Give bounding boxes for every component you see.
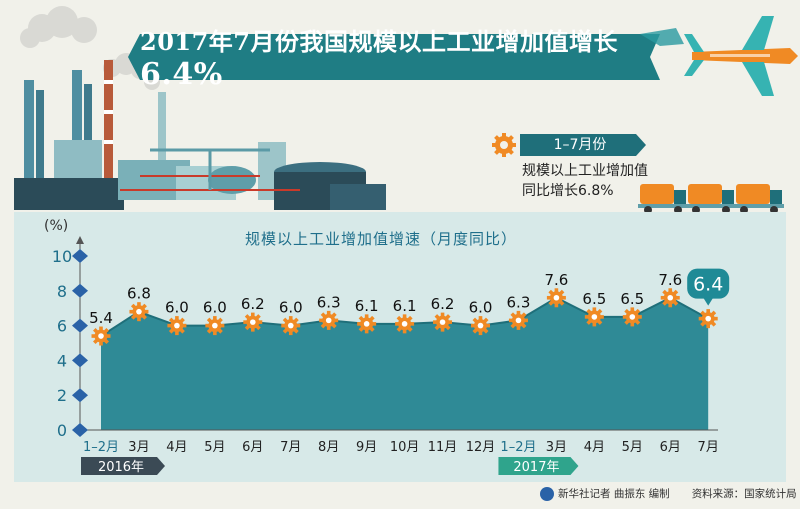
y-tick-label: 4 [57, 351, 67, 370]
factory-illustration [14, 6, 798, 214]
data-label: 6.5 [582, 290, 606, 308]
x-tick-label: 9月 [356, 440, 377, 455]
y-tick-label: 10 [52, 247, 72, 266]
y-tick-label: 8 [57, 282, 67, 301]
year-tag-bg [498, 457, 579, 475]
data-label: 6.0 [165, 299, 189, 317]
data-point-marker [698, 309, 718, 329]
data-point-marker [584, 307, 604, 327]
chart-title: 规模以上工业增加值增速（月度同比） [245, 230, 518, 248]
data-label: 6.2 [241, 295, 265, 313]
data-point-marker [281, 316, 301, 336]
data-label: 7.6 [658, 271, 682, 289]
data-label: 6.2 [431, 295, 455, 313]
summary-line-2: 同比增长6.8% [522, 183, 614, 199]
data-label: 6.3 [317, 293, 341, 311]
y-axis-arrow [76, 236, 84, 244]
footer: 新华社记者 曲振东 编制 资料来源：国家统计局 [540, 486, 797, 501]
headline-banner: 2017年7月份我国规模以上工业增加值增长6.4% [140, 27, 660, 92]
data-point-marker [167, 316, 187, 336]
year-tag-label: 2017年 [513, 460, 559, 475]
xinhua-logo-icon [540, 486, 554, 501]
x-tick-label: 3月 [546, 440, 567, 455]
x-tick-label: 6月 [660, 440, 681, 455]
data-point-marker [546, 288, 566, 308]
footer-credit: 新华社记者 曲振东 编制 [558, 488, 670, 500]
x-tick-label: 5月 [622, 440, 643, 455]
data-label: 6.0 [469, 299, 493, 317]
x-tick-label: 3月 [128, 440, 149, 455]
data-label: 5.4 [89, 309, 113, 327]
y-tick-marker [72, 423, 88, 437]
data-point-marker [129, 302, 149, 322]
data-point-marker [660, 288, 680, 308]
data-label: 7.6 [544, 271, 568, 289]
x-tick-label: 12月 [466, 440, 496, 455]
data-point-marker [433, 312, 453, 332]
x-tick-label: 7月 [698, 440, 719, 455]
data-label: 6.3 [507, 293, 531, 311]
x-tick-label: 4月 [166, 440, 187, 455]
data-point-marker [471, 316, 490, 336]
title-value: 6.4% [140, 57, 223, 92]
data-label: 6.5 [620, 290, 644, 308]
data-label: 6.8 [127, 285, 151, 303]
data-point-marker [508, 310, 528, 330]
data-label: 6.4 [693, 274, 723, 296]
highlight-callout [687, 268, 730, 299]
y-tick-marker [72, 388, 88, 403]
data-label: 6.0 [279, 299, 303, 317]
x-tick-label: 6月 [242, 440, 263, 455]
data-point-marker [357, 314, 377, 334]
page-title: 2017年7月份我国规模以上工业增加值增长6.4% [140, 22, 660, 92]
data-point-marker [205, 316, 225, 336]
highlight-callout-pointer [703, 297, 714, 306]
year-tag-bg [81, 457, 165, 475]
x-tick-label: 1–2月 [83, 440, 119, 455]
y-tick-marker [72, 353, 88, 368]
x-tick-label: 4月 [584, 440, 605, 455]
y-tick-marker [72, 318, 88, 333]
y-tick-label: 2 [57, 386, 67, 405]
data-point-marker [622, 307, 642, 327]
footer-source: 资料来源：国家统计局 [691, 488, 797, 500]
x-tick-label: 11月 [428, 440, 458, 455]
data-point-marker [91, 326, 111, 346]
summary-text: 规模以上工业增加值 同比增长6.8% [522, 161, 702, 201]
x-tick-label: 8月 [318, 440, 339, 455]
title-prefix: 2017年7月份我国规模以上工业增加值增长 [140, 27, 618, 56]
gear-icon [492, 133, 516, 157]
data-label: 6.0 [203, 299, 227, 317]
y-tick-marker [72, 249, 88, 263]
data-point-marker [319, 310, 339, 330]
y-tick-marker [72, 283, 88, 298]
data-label: 6.1 [393, 297, 417, 315]
x-tick-label: 1–2月 [500, 440, 536, 455]
y-tick-label: 0 [57, 421, 67, 440]
y-axis-unit: (%) [44, 218, 69, 234]
data-point-marker [243, 312, 263, 332]
summary-line-1: 规模以上工业增加值 [522, 163, 648, 179]
x-tick-label: 7月 [280, 440, 301, 455]
year-tag-label: 2016年 [98, 460, 144, 475]
summary-period: 1–7月份 [553, 137, 607, 153]
x-tick-label: 5月 [204, 440, 225, 455]
data-label: 6.1 [355, 297, 379, 315]
x-tick-label: 10月 [390, 440, 420, 455]
data-point-marker [395, 314, 415, 334]
y-tick-label: 6 [57, 317, 67, 336]
airplane-icon [684, 16, 798, 96]
